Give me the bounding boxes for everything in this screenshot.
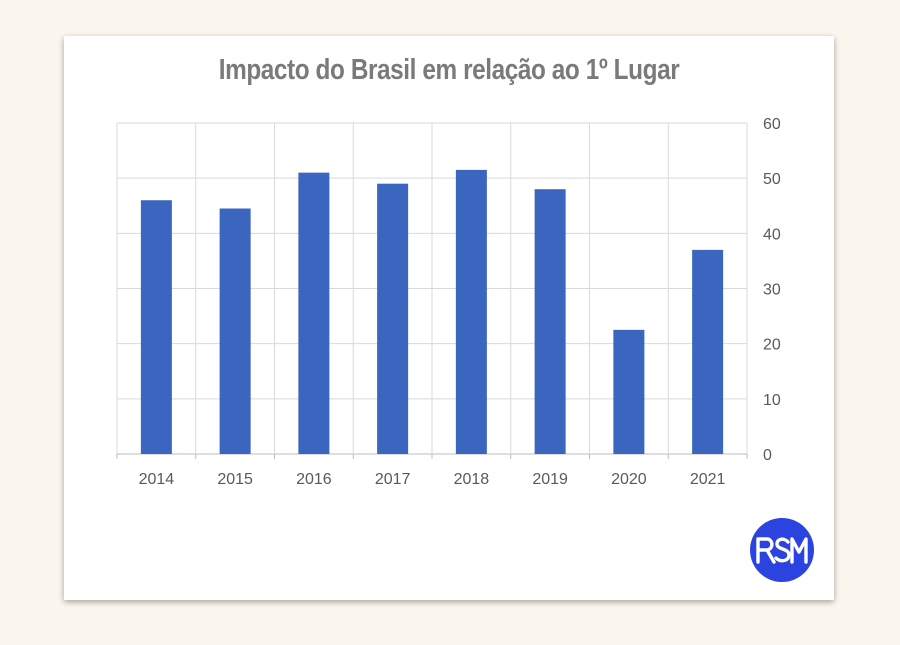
- y-tick-label: 60: [763, 116, 781, 133]
- rsm-logo: [750, 518, 814, 582]
- bar-2015: [219, 208, 251, 454]
- x-tick-label: 2014: [139, 471, 175, 488]
- y-tick-label: 0: [763, 447, 772, 464]
- bar-2019: [534, 189, 566, 454]
- y-tick-label: 40: [763, 226, 781, 243]
- bar-chart: 2014 2015 2016 2017 2018 2019 2020 2021 0 10 20 30…: [116, 116, 781, 488]
- x-tick-label: 2020: [611, 471, 647, 488]
- y-tick-label: 10: [763, 392, 781, 409]
- x-tick-label: 2018: [454, 471, 490, 488]
- bar-2018: [455, 169, 487, 454]
- bar-2016: [298, 172, 330, 454]
- x-tick-label: 2015: [217, 471, 253, 488]
- chart-card: Impacto do Brasil em relação ao 1º Lugar…: [64, 36, 834, 600]
- bar-2017: [377, 183, 409, 454]
- x-tick-label: 2021: [690, 471, 726, 488]
- y-tick-label: 50: [763, 171, 781, 188]
- x-tick-label: 2017: [375, 471, 411, 488]
- y-tick-label: 20: [763, 337, 781, 354]
- y-tick-label: 30: [763, 282, 781, 299]
- bar-2014: [140, 200, 172, 454]
- bar-2021: [692, 249, 724, 454]
- x-tick-label: 2019: [532, 471, 568, 488]
- bar-2020: [613, 329, 645, 454]
- chart-title: Impacto do Brasil em relação ao 1º Lugar: [218, 54, 680, 86]
- x-tick-label: 2016: [296, 471, 332, 488]
- rsm-logo-mark: [756, 537, 808, 564]
